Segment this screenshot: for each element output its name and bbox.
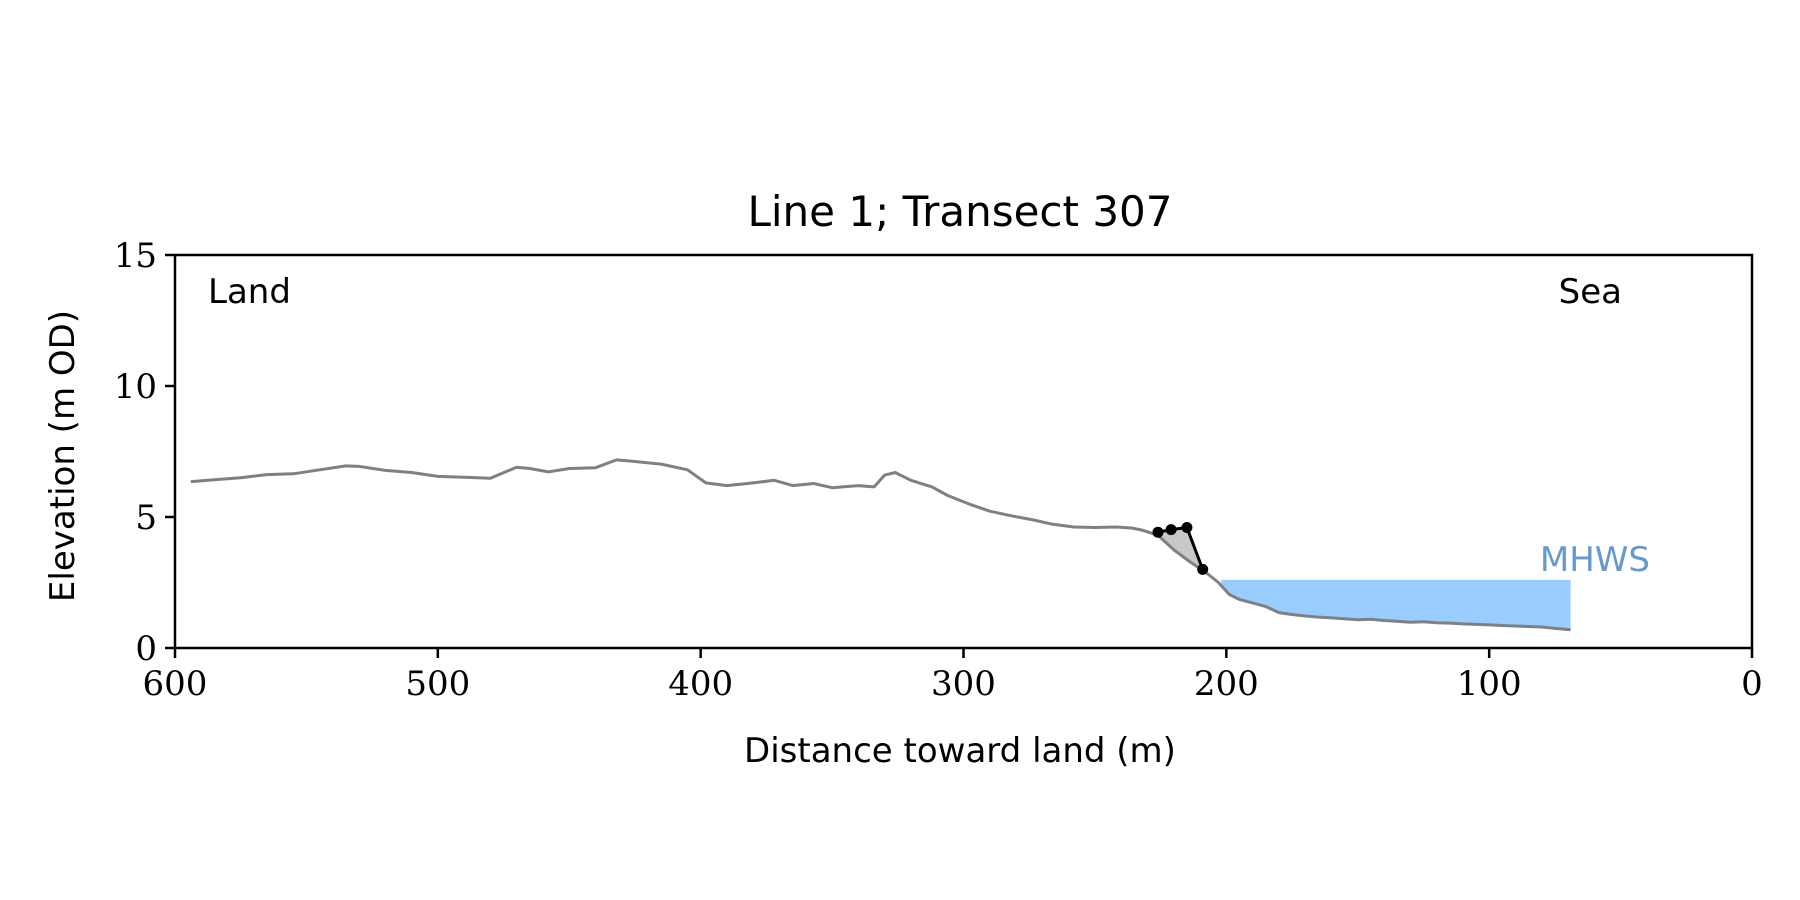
y-tick-label: 5 (135, 498, 157, 538)
mhws-water-area (1221, 579, 1571, 630)
y-axis-label: Elevation (m OD) (43, 310, 83, 602)
x-tick-label: 100 (1457, 664, 1522, 704)
land-annotation: Land (208, 272, 291, 312)
feature-point (1197, 563, 1209, 575)
feature-point (1181, 522, 1193, 533)
x-tick-label: 500 (405, 664, 470, 704)
x-tick-label: 0 (1741, 664, 1763, 704)
feature-point (1165, 524, 1177, 536)
axes: 600 500 400 300 200 100 0 0 5 10 15 (114, 236, 1763, 704)
feature-line (1157, 526, 1205, 570)
elevation-profile-line (190, 458, 1571, 632)
y-tick-label: 15 (114, 236, 157, 276)
x-tick-label: 200 (1194, 664, 1259, 704)
feature-point (1152, 526, 1164, 538)
plot-area (190, 458, 1571, 632)
mhws-label: MHWS (1540, 540, 1650, 580)
x-tick-label: 400 (668, 664, 733, 704)
x-tick-label: 300 (931, 664, 996, 704)
y-tick-label: 10 (114, 367, 157, 407)
feature-fill-area (1158, 527, 1203, 571)
x-axis-label: Distance toward land (m) (744, 731, 1176, 771)
sea-annotation: Sea (1559, 272, 1622, 312)
y-tick-label: 0 (135, 629, 157, 669)
chart-title: Line 1; Transect 307 (747, 187, 1172, 236)
x-tick-label: 600 (143, 664, 208, 704)
